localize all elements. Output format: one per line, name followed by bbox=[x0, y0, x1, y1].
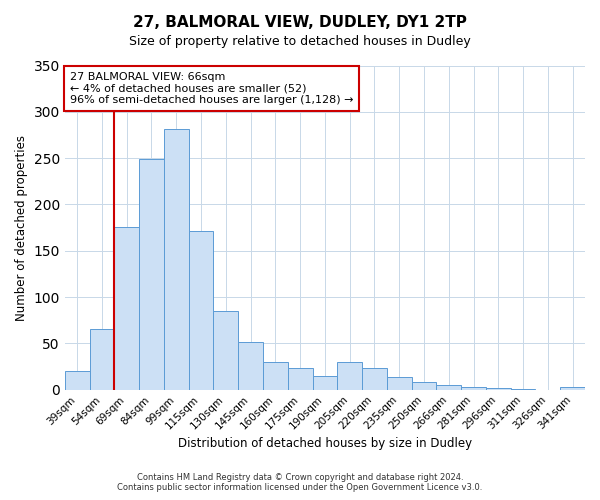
Bar bbox=[337, 362, 362, 390]
Bar bbox=[263, 362, 288, 390]
Text: 27, BALMORAL VIEW, DUDLEY, DY1 2TP: 27, BALMORAL VIEW, DUDLEY, DY1 2TP bbox=[133, 15, 467, 30]
Bar bbox=[164, 130, 188, 390]
Bar bbox=[89, 328, 115, 390]
Bar bbox=[412, 382, 436, 390]
Bar bbox=[214, 311, 238, 390]
Bar bbox=[115, 226, 139, 390]
X-axis label: Distribution of detached houses by size in Dudley: Distribution of detached houses by size … bbox=[178, 437, 472, 450]
Bar bbox=[387, 377, 412, 390]
Bar bbox=[288, 368, 313, 390]
Text: Size of property relative to detached houses in Dudley: Size of property relative to detached ho… bbox=[129, 35, 471, 48]
Bar bbox=[139, 159, 164, 390]
Text: Contains HM Land Registry data © Crown copyright and database right 2024.
Contai: Contains HM Land Registry data © Crown c… bbox=[118, 473, 482, 492]
Y-axis label: Number of detached properties: Number of detached properties bbox=[15, 134, 28, 320]
Bar bbox=[511, 389, 535, 390]
Bar bbox=[486, 388, 511, 390]
Bar bbox=[560, 387, 585, 390]
Bar bbox=[238, 342, 263, 390]
Text: 27 BALMORAL VIEW: 66sqm
← 4% of detached houses are smaller (52)
96% of semi-det: 27 BALMORAL VIEW: 66sqm ← 4% of detached… bbox=[70, 72, 353, 105]
Bar bbox=[188, 232, 214, 390]
Bar bbox=[362, 368, 387, 390]
Bar bbox=[461, 387, 486, 390]
Bar bbox=[436, 385, 461, 390]
Bar bbox=[313, 376, 337, 390]
Bar bbox=[65, 371, 89, 390]
